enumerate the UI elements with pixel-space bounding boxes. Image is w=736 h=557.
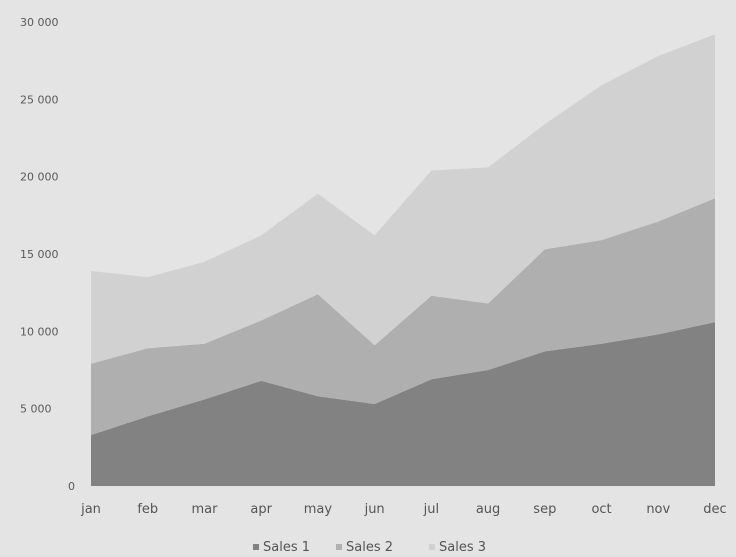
x-tick-label: dec	[703, 502, 726, 517]
legend-label-3: Sales 3	[439, 540, 486, 555]
x-tick-label: jul	[423, 502, 439, 517]
series-areas	[91, 34, 715, 486]
legend-label-2: Sales 2	[346, 540, 393, 555]
y-tick-label: 10 000	[20, 325, 59, 338]
legend-swatch-2	[336, 544, 342, 550]
series-area-1	[91, 322, 715, 486]
x-tick-label: mar	[191, 502, 218, 517]
y-axis-ticks: 0 5 000 10 000 15 000 20 000 25 000 30 000	[20, 16, 75, 493]
x-tick-label: nov	[646, 502, 670, 517]
legend-label-1: Sales 1	[263, 540, 310, 555]
x-tick-label: jun	[364, 502, 385, 517]
x-tick-label: apr	[250, 502, 272, 517]
y-tick-label: 20 000	[20, 171, 59, 184]
legend-swatch-3	[429, 544, 435, 550]
x-axis-ticks: jan feb mar apr may jun jul aug sep oct nov dec	[80, 502, 727, 517]
x-tick-label: jan	[80, 502, 101, 517]
x-tick-label: sep	[533, 502, 556, 517]
x-tick-label: feb	[137, 502, 158, 517]
y-tick-label: 5 000	[20, 403, 52, 416]
legend: Sales 1 Sales 2 Sales 3	[253, 540, 486, 555]
series-area-3	[91, 34, 715, 364]
series-area-2	[91, 198, 715, 435]
legend-swatch-1	[253, 544, 259, 550]
x-tick-label: may	[304, 502, 333, 517]
y-tick-label: 25 000	[20, 93, 59, 106]
x-tick-label: aug	[476, 502, 500, 517]
y-tick-label: 15 000	[20, 248, 59, 261]
y-tick-label: 30 000	[20, 16, 59, 29]
y-tick-label: 0	[68, 480, 75, 493]
x-tick-label: oct	[591, 502, 611, 517]
